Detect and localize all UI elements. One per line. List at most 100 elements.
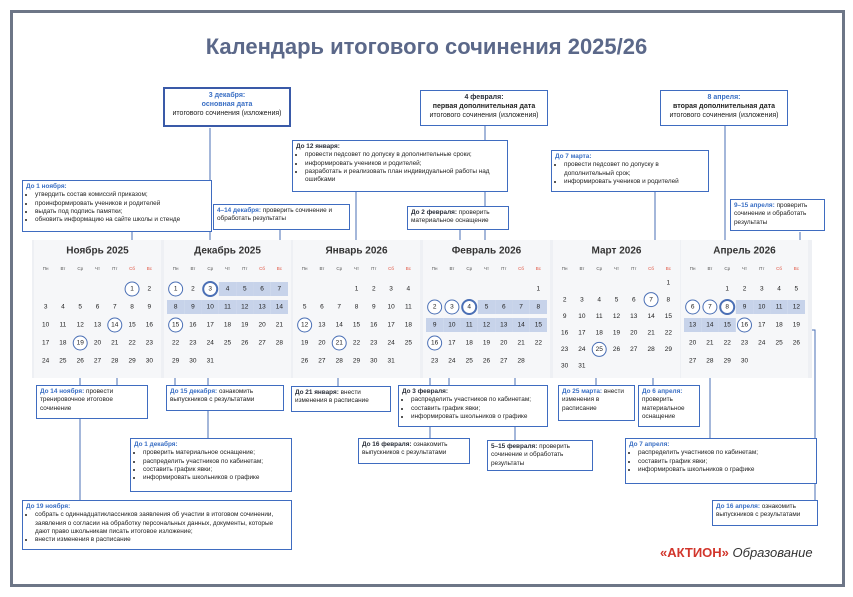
day: 29 (665, 346, 673, 353)
day-circle (107, 317, 123, 333)
day: 3 (760, 286, 764, 293)
callout-label: 8 апреля: (707, 94, 741, 101)
day: 22 (535, 340, 543, 347)
day: 30 (741, 358, 749, 365)
day: 21 (111, 340, 119, 347)
day: 11 (60, 322, 67, 329)
day: 1 (355, 286, 359, 293)
weekday: Пт (759, 266, 764, 271)
highlight (735, 300, 754, 314)
day: 10 (207, 304, 215, 311)
day: 18 (405, 322, 413, 329)
highlight (495, 300, 513, 314)
title: Календарь итогового сочинения 2025/26 (205, 34, 648, 59)
callout-item: собрать с одиннадцатиклассников заявлени… (35, 511, 288, 536)
day: 18 (466, 340, 474, 347)
highlight (512, 300, 530, 314)
day-circle (297, 317, 313, 333)
callout-label: 4 февраля: (464, 94, 504, 101)
day: 25 (596, 346, 604, 353)
weekday: Ср (336, 266, 342, 271)
day-circle (737, 317, 752, 333)
weekday: Сб (776, 266, 782, 271)
day: 10 (758, 304, 766, 311)
callout: До 2 февраля: проверить материальное осн… (407, 206, 509, 230)
callout-line: итогового сочинения (изложения) (669, 112, 779, 120)
day: 28 (336, 358, 344, 365)
day: 24 (758, 340, 766, 347)
callout-label: 4–14 декабря: (217, 207, 261, 214)
callout-list: проверить материальное оснащение;распред… (134, 449, 288, 482)
day: 23 (146, 340, 154, 347)
day: 18 (59, 340, 67, 347)
callout-text: проверить сочинение и обработать результ… (734, 202, 808, 226)
day: 30 (370, 358, 378, 365)
day: 12 (241, 304, 249, 311)
weekday: Вт (579, 266, 584, 271)
day-circle (685, 299, 701, 315)
callout-label: До 6 апреля: (642, 388, 683, 395)
day: 23 (561, 346, 569, 353)
callout-item: составить график явки; (411, 405, 544, 413)
day: 2 (743, 286, 747, 293)
callout-line: итогового сочинения (изложения) (172, 110, 282, 118)
callout: До 15 декабря: ознакомить выпускников с … (166, 385, 284, 411)
day: 15 (172, 322, 180, 329)
month-name: Январь 2026 (325, 246, 388, 257)
day: 25 (405, 340, 413, 347)
day: 27 (318, 358, 326, 365)
day: 13 (689, 322, 697, 329)
callout-item: информировать школьников о графике (143, 474, 288, 482)
day: 28 (647, 346, 655, 353)
day: 26 (241, 340, 249, 347)
weekday: Чт (95, 266, 100, 271)
callout: До 21 января: внести изменения в расписа… (291, 386, 391, 412)
callout-text: проверить материальное оснащение (642, 396, 685, 420)
day: 1 (725, 286, 729, 293)
day: 1 (174, 286, 178, 293)
day: 5 (615, 296, 619, 303)
callout-item: информировать учеников и родителей (564, 178, 705, 186)
day: 18 (224, 322, 232, 329)
month-bg (293, 240, 420, 378)
day: 28 (517, 358, 525, 365)
day: 14 (336, 322, 344, 329)
main-date-circle (461, 299, 478, 315)
month-name: Февраль 2026 (452, 246, 522, 257)
day: 5 (795, 286, 799, 293)
callout-label: 5–15 февраля: (491, 443, 538, 450)
day: 19 (241, 322, 249, 329)
callout: 8 апреля: вторая дополнительная дата итого… (660, 90, 788, 126)
day: 27 (94, 358, 102, 365)
highlight (426, 318, 444, 332)
callout: 3 декабря: основная дата итогового сочинен… (163, 87, 291, 127)
callout-item: информировать учеников и родителей; (305, 160, 504, 168)
callout-label: До 19 ноября: (26, 503, 71, 510)
day: 24 (578, 346, 586, 353)
day: 3 (450, 304, 454, 311)
day: 29 (128, 358, 136, 365)
day: 4 (61, 304, 65, 311)
day-circle (124, 281, 140, 297)
day: 1 (537, 286, 541, 293)
callout: 9–15 апреля: проверить сочинение и обраб… (730, 199, 825, 231)
day: 10 (448, 322, 456, 329)
day: 9 (148, 304, 152, 311)
callout-item: информировать школьников о графике (411, 413, 544, 421)
day: 26 (793, 340, 801, 347)
day-circle (72, 335, 88, 351)
callout-item: разработать и реализовать план индивидуа… (305, 168, 504, 185)
day: 25 (775, 340, 783, 347)
callout-text: ознакомить выпускников с результатами (362, 441, 448, 457)
day: 12 (613, 313, 621, 320)
day: 13 (630, 313, 638, 320)
day: 16 (431, 340, 439, 347)
day: 3 (208, 286, 212, 293)
weekday: Вт (190, 266, 195, 271)
day: 11 (224, 304, 231, 311)
callout: До 25 марта: внести изменения в расписан… (558, 385, 635, 421)
highlight (529, 300, 547, 314)
month-name: Ноябрь 2025 (66, 245, 129, 257)
weekday: Ср (77, 266, 83, 271)
